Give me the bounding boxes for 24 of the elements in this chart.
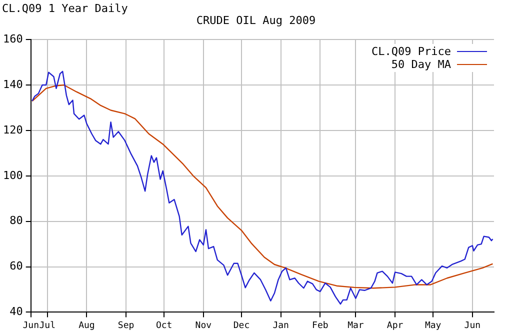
y-tick-label: 160 bbox=[2, 32, 23, 46]
x-tick-label: May bbox=[424, 320, 442, 331]
legend-label: 50 Day MA bbox=[391, 58, 451, 71]
y-tick-label: 140 bbox=[2, 78, 23, 91]
chart-title: CRUDE OIL Aug 2009 bbox=[195, 14, 317, 27]
x-tick-label: Feb bbox=[312, 320, 328, 331]
x-tick-label: Dec bbox=[233, 320, 250, 331]
x-tick-label: Oct bbox=[156, 320, 172, 331]
x-tick-label: Nov bbox=[195, 320, 212, 331]
x-tick-label: Mar bbox=[348, 320, 364, 331]
x-tick-label: Jun bbox=[464, 320, 481, 331]
y-tick-label: 60 bbox=[10, 260, 23, 273]
x-tick-label: Jul bbox=[39, 320, 56, 331]
y-tick-label: 120 bbox=[2, 123, 23, 136]
x-tick-label: Aug bbox=[78, 320, 95, 331]
x-tick-label: Jun bbox=[22, 320, 39, 331]
x-tick-label: Apr bbox=[386, 320, 404, 331]
legend-label: CL.Q09 Price bbox=[372, 45, 451, 58]
y-tick-label: 40 bbox=[10, 305, 23, 318]
y-tick-label: 100 bbox=[2, 168, 23, 182]
chart-subtitle: CL.Q09 1 Year Daily bbox=[2, 2, 128, 15]
x-tick-label: Sep bbox=[118, 320, 134, 331]
y-tick-label: 80 bbox=[10, 214, 23, 228]
x-tick-label: Jan bbox=[272, 320, 289, 331]
